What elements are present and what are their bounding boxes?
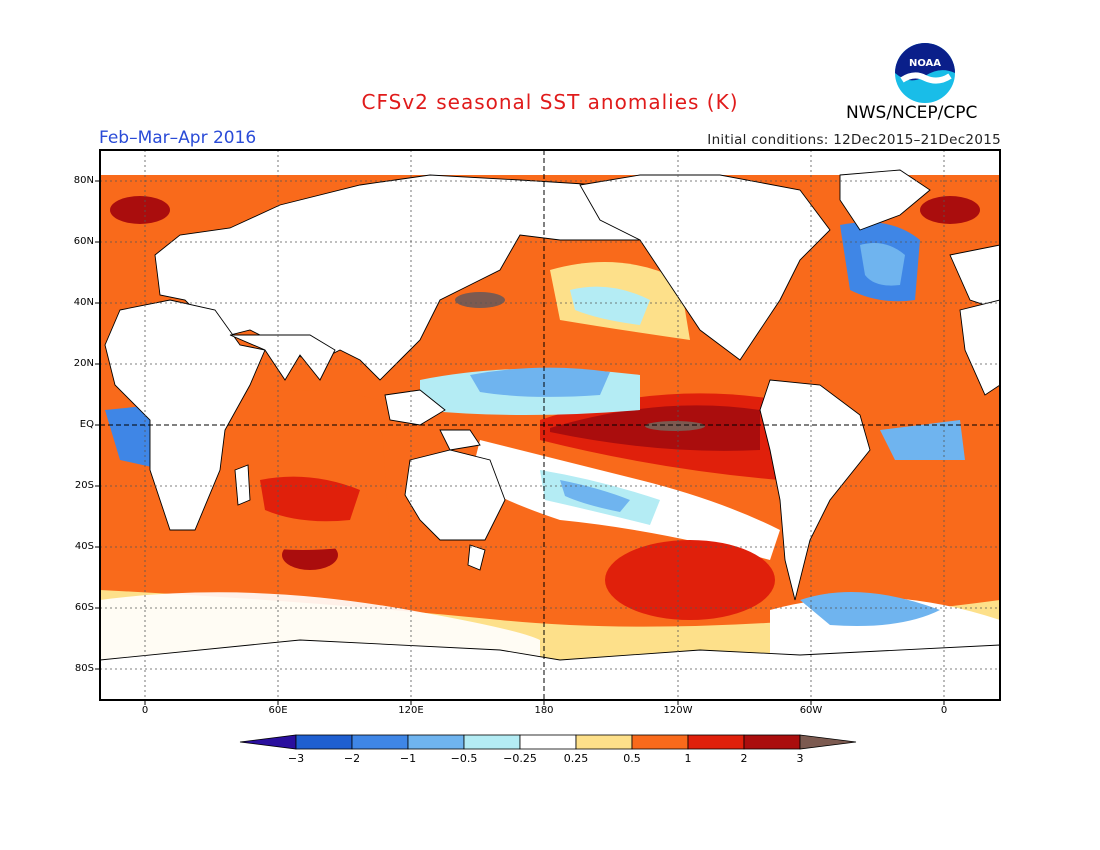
colorbar-label: 1 [684, 752, 692, 765]
forecast-period: Feb–Mar–Apr 2016 [99, 128, 257, 148]
svg-text:NOAA: NOAA [909, 58, 941, 69]
colorbar-label: 3 [796, 752, 804, 765]
colorbar-label: 0.25 [563, 752, 589, 765]
noaa-logo-icon: NOAA [895, 43, 955, 103]
colorbar-swatch [799, 734, 857, 750]
colorbar-swatch [631, 734, 689, 750]
lat-label: 80N [73, 175, 94, 186]
colorbar-label: −0.5 [450, 752, 478, 765]
lat-label: 60N [73, 236, 94, 247]
land-masses [100, 169, 1000, 700]
colorbar-label: −1 [399, 752, 417, 765]
lat-label: 80S [74, 663, 94, 674]
colorbar-swatch [575, 734, 633, 750]
lat-label: EQ [79, 419, 94, 430]
colorbar-swatch [407, 734, 465, 750]
initial-conditions: Initial conditions: 12Dec2015–21Dec2015 [707, 132, 1001, 148]
colorbar-label: −3 [287, 752, 305, 765]
lat-label: 40S [74, 541, 94, 552]
colorbar-swatch [519, 734, 577, 750]
lon-label: 0 [940, 705, 948, 716]
colorbar-swatch [295, 734, 353, 750]
lon-label: 60E [268, 705, 288, 716]
lon-label: 120E [398, 705, 424, 716]
colorbar-label: −0.25 [503, 752, 537, 765]
colorbar-swatch [239, 734, 297, 750]
lat-label: 40N [73, 297, 94, 308]
lon-label: 180 [534, 705, 554, 716]
graticule [100, 150, 1000, 700]
colorbar-label: −2 [343, 752, 361, 765]
colorbar-swatch [687, 734, 745, 750]
colorbar-label: 2 [740, 752, 748, 765]
lon-label: 0 [141, 705, 149, 716]
lat-label: 20S [74, 480, 94, 491]
colorbar-swatch [743, 734, 801, 750]
lat-label: 60S [74, 602, 94, 613]
agency-label: NWS/NCEP/CPC [846, 103, 978, 123]
lon-label: 120W [663, 705, 693, 716]
lat-label: 20N [73, 358, 94, 369]
chart-title: CFSv2 seasonal SST anomalies (K) [361, 90, 739, 114]
axis-ticks [95, 180, 945, 705]
colorbar-label: 0.5 [623, 752, 641, 765]
colorbar-swatch [351, 734, 409, 750]
colorbar-swatch [463, 734, 521, 750]
lon-label: 60W [799, 705, 823, 716]
